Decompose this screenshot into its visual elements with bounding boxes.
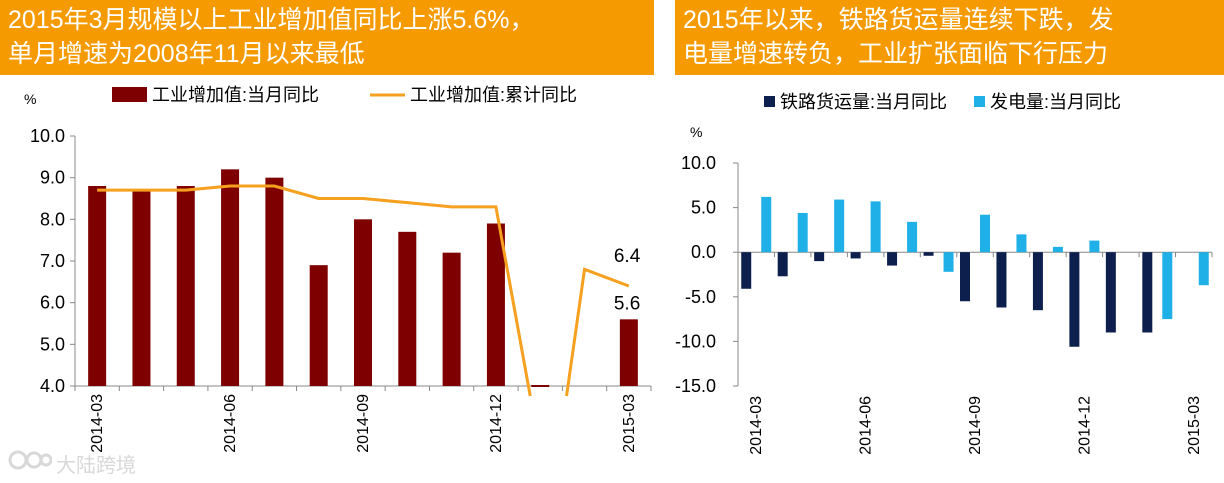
left-bar-industrial-monthly: [486, 223, 505, 386]
right-legend-swatch-railway: [764, 96, 775, 107]
right-bar-railway-freight: [996, 252, 1007, 308]
right-bar-railway-freight: [850, 252, 861, 259]
right-title-line-1: 2015年以来，铁路货运量连续下跌，发: [683, 6, 1114, 34]
right-y-tick-label: -15.0: [675, 376, 716, 396]
left-x-tick-label: 2014-09: [355, 394, 372, 453]
right-bar-power-generation: [943, 252, 954, 272]
right-y-tick-label: -10.0: [675, 331, 716, 351]
left-bar-industrial-monthly: [132, 190, 151, 386]
left-y-tick-label: 4.0: [40, 376, 65, 396]
right-bar-power-generation: [980, 214, 990, 253]
left-title-line-2: 单月增速为2008年11月以来最低: [8, 40, 365, 68]
right-bar-railway-freight: [777, 252, 788, 277]
left-x-tick-label: 2014-03: [89, 394, 106, 453]
left-bar-industrial-monthly: [354, 219, 372, 386]
watermark: 大陆跨境: [8, 448, 136, 478]
right-legend-swatch-power: [974, 96, 985, 107]
left-legend-label-cumulative: 工业增加值:累计同比: [410, 85, 577, 105]
right-chart-title-banner: 2015年以来，铁路货运量连续下跌，发 电量增速转负，工业扩张面临下行压力: [675, 0, 1224, 75]
left-unit-label: %: [24, 91, 36, 107]
right-y-tick-label: 0.0: [691, 242, 716, 262]
left-legend-swatch-monthly: [112, 87, 147, 102]
right-bar-railway-freight: [1032, 252, 1043, 311]
left-x-tick-label: 2014-12: [488, 394, 505, 453]
right-bar-railway-freight: [814, 252, 825, 262]
left-legend-label-monthly: 工业增加值:当月同比: [152, 85, 319, 105]
right-bar-power-generation: [761, 196, 772, 253]
right-bar-power-generation: [1162, 252, 1173, 320]
left-bar-industrial-monthly: [398, 231, 417, 386]
left-line-industrial-cumulative: [97, 184, 630, 397]
left-y-tick-label: 5.0: [40, 334, 65, 354]
right-legend-label-power: 发电量:当月同比: [990, 92, 1121, 112]
watermark-text: 大陆跨境: [56, 454, 136, 477]
right-bar-railway-freight: [741, 252, 752, 289]
left-bar-industrial-monthly: [309, 265, 328, 386]
left-title-line-1: 2015年3月规模以上工业增加值同比上涨5.6%，: [8, 6, 535, 34]
left-bar-industrial-monthly: [619, 319, 638, 386]
right-bar-power-generation: [907, 221, 918, 253]
right-bar-railway-freight: [1142, 252, 1153, 333]
right-legend-label-railway: 铁路货运量:当月同比: [780, 92, 947, 112]
right-bar-railway-freight: [960, 252, 970, 302]
right-bar-railway-freight: [1105, 252, 1116, 333]
left-bar-industrial-monthly: [88, 186, 107, 386]
right-bar-power-generation: [1198, 252, 1209, 286]
right-bar-power-generation: [1052, 246, 1063, 253]
left-bar-industrial-monthly: [442, 252, 461, 386]
right-y-tick-label: 5.0: [691, 198, 716, 218]
left-y-tick-label: 10.0: [30, 126, 65, 146]
left-x-tick-label: 2014-06: [222, 394, 239, 453]
watermark-logo-icon: [8, 448, 53, 478]
left-y-tick-label: 8.0: [40, 209, 65, 229]
left-y-tick-label: 9.0: [40, 168, 65, 188]
left-bar-industrial-monthly: [176, 186, 195, 386]
right-title-line-2: 电量增速转负，工业扩张面临下行压力: [683, 40, 1109, 68]
right-bar-railway-freight: [923, 252, 934, 256]
right-x-tick-label: 2014-06: [858, 396, 875, 455]
right-bar-railway-freight: [1069, 252, 1080, 347]
left-annotation-monthly: 5.6: [614, 293, 640, 314]
left-bar-industrial-monthly: [265, 177, 284, 386]
right-y-tick-label: 10.0: [681, 153, 716, 173]
left-bar-industrial-monthly: [531, 385, 550, 387]
left-y-tick-label: 6.0: [40, 293, 65, 313]
right-x-tick-label: 2014-12: [1076, 396, 1093, 455]
right-unit-label: %: [690, 124, 702, 140]
right-x-tick-label: 2015-03: [1186, 396, 1203, 455]
left-chart-title-banner: 2015年3月规模以上工业增加值同比上涨5.6%， 单月增速为2008年11月以…: [0, 0, 654, 75]
right-bar-power-generation: [834, 199, 845, 253]
right-bar-railway-freight: [887, 252, 898, 266]
left-y-tick-label: 7.0: [40, 251, 65, 271]
right-bar-power-generation: [1016, 234, 1027, 253]
left-annotation-cumulative: 6.4: [614, 246, 641, 267]
right-x-tick-label: 2014-09: [967, 396, 984, 455]
left-x-tick-label: 2015-03: [621, 394, 638, 453]
left-bar-industrial-monthly: [221, 169, 240, 386]
right-y-tick-label: -5.0: [685, 287, 716, 307]
right-bar-power-generation: [1089, 240, 1100, 253]
right-bar-power-generation: [870, 201, 881, 253]
right-x-tick-label: 2014-03: [748, 396, 765, 455]
right-bar-power-generation: [797, 212, 808, 253]
